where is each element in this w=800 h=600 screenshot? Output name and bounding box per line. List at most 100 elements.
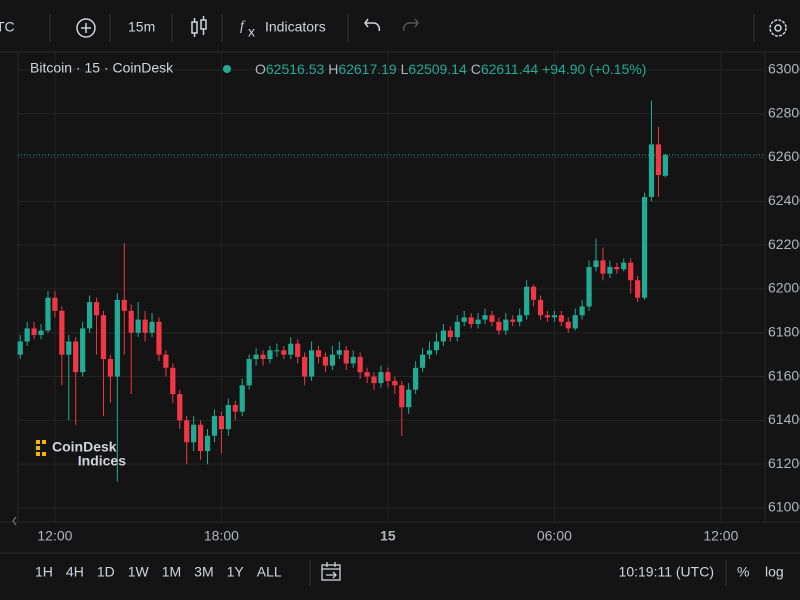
range-button[interactable]: 4H	[66, 564, 84, 580]
y-tick-label: 62800	[768, 104, 800, 120]
range-button[interactable]: ALL	[257, 564, 282, 580]
candle-body	[225, 405, 231, 430]
candle-body	[641, 196, 648, 298]
svg-text:x: x	[248, 24, 255, 40]
add-symbol-button[interactable]	[76, 18, 96, 38]
candle-body	[211, 415, 218, 436]
label: H	[328, 61, 338, 77]
value: 62516.53	[266, 61, 325, 77]
percent-toggle[interactable]: %	[737, 564, 749, 580]
chart-type-button[interactable]	[191, 16, 207, 37]
candle-body	[38, 330, 44, 335]
candle-body	[364, 372, 370, 377]
watermark: CoinDesk Indices	[36, 439, 126, 469]
candle-body	[454, 321, 460, 338]
svg-text:CoinDesk: CoinDesk	[52, 439, 117, 455]
candle-body	[343, 350, 349, 364]
candle-body	[31, 328, 37, 335]
candle-body	[315, 350, 322, 357]
candle-body	[433, 341, 440, 351]
y-tick-label: 61600	[768, 367, 800, 383]
label: C	[471, 61, 481, 77]
candle-body	[24, 328, 30, 342]
y-tick-label: 61800	[768, 323, 800, 339]
candle-body	[17, 341, 23, 355]
candle-body	[281, 350, 287, 355]
range-button[interactable]: 1Y	[227, 564, 245, 580]
candle-body	[406, 389, 412, 408]
label: O	[255, 61, 266, 77]
ohlc-legend: O62516.53 H62617.19 L62509.14 C62611.44 …	[255, 61, 646, 77]
candle-body	[204, 435, 211, 452]
plot-area	[17, 52, 765, 522]
legend-title: Bitcoin · 15 · CoinDesk	[30, 60, 174, 76]
candle-body	[544, 315, 551, 318]
candle-body	[419, 354, 426, 368]
log-toggle[interactable]: log	[765, 564, 784, 580]
candle-body	[288, 343, 294, 355]
candle-body	[218, 415, 224, 430]
x-tick-label: 18:00	[204, 528, 239, 544]
range-button[interactable]: 3M	[194, 564, 213, 580]
collapse-button[interactable]	[12, 516, 17, 526]
candle-body	[510, 319, 516, 322]
undo-button[interactable]	[364, 18, 381, 32]
candle-body	[170, 367, 176, 395]
candle-body	[232, 405, 238, 412]
symbol[interactable]: TC	[0, 19, 15, 35]
svg-text:Indices: Indices	[78, 453, 126, 469]
y-tick-label: 62200	[768, 236, 800, 252]
candle-body	[308, 350, 315, 377]
y-tick-label: 63000	[768, 61, 800, 77]
interval[interactable]: 15m	[128, 19, 155, 35]
candle-body	[586, 267, 592, 307]
candle-body	[482, 315, 488, 320]
redo-button[interactable]	[402, 18, 419, 32]
clock: 10:19:11 (UTC)	[619, 564, 714, 580]
candle-body	[530, 286, 537, 300]
range-button[interactable]: 1H	[35, 564, 53, 580]
range-button[interactable]: 1M	[162, 564, 181, 580]
candle-body	[614, 267, 620, 270]
candle-body	[572, 315, 578, 329]
candle-body	[551, 315, 557, 318]
svg-text:Indicators: Indicators	[265, 19, 326, 35]
candle-body	[274, 350, 280, 352]
candle-body	[468, 317, 474, 324]
candle-body	[413, 367, 419, 390]
candle-body	[322, 356, 329, 366]
y-tick-label: 62600	[768, 148, 800, 164]
candle-body	[156, 321, 162, 355]
candle-body	[80, 328, 86, 373]
candle-body	[621, 262, 627, 270]
y-tick-label: 61400	[768, 411, 800, 427]
candle-body	[447, 330, 453, 338]
candle-body	[517, 315, 523, 322]
candle-body	[107, 359, 114, 377]
candle-body	[357, 356, 363, 373]
candle-body	[100, 315, 107, 360]
market-status	[223, 65, 231, 73]
date-range-button[interactable]	[321, 562, 341, 581]
candle-body	[329, 354, 335, 366]
candle-body	[302, 356, 308, 377]
indicators-button[interactable]: f x Indicators	[240, 19, 326, 40]
candle-body	[177, 394, 183, 421]
candle-body	[135, 319, 141, 333]
candle-body	[593, 260, 599, 268]
value: 62611.44	[481, 61, 539, 77]
range-button[interactable]: 1W	[128, 564, 150, 580]
candle-body	[399, 385, 405, 408]
candle-body	[503, 319, 509, 331]
settings-button[interactable]	[769, 19, 787, 37]
candle-body	[628, 262, 634, 281]
candle-body	[163, 354, 169, 368]
value: 62509.14	[408, 61, 467, 77]
candle-body	[142, 319, 148, 333]
candle-body	[350, 356, 356, 364]
range-button[interactable]: 1D	[97, 564, 115, 580]
candle-body	[565, 321, 571, 329]
candle-body	[45, 297, 51, 331]
candle-body	[537, 299, 544, 316]
